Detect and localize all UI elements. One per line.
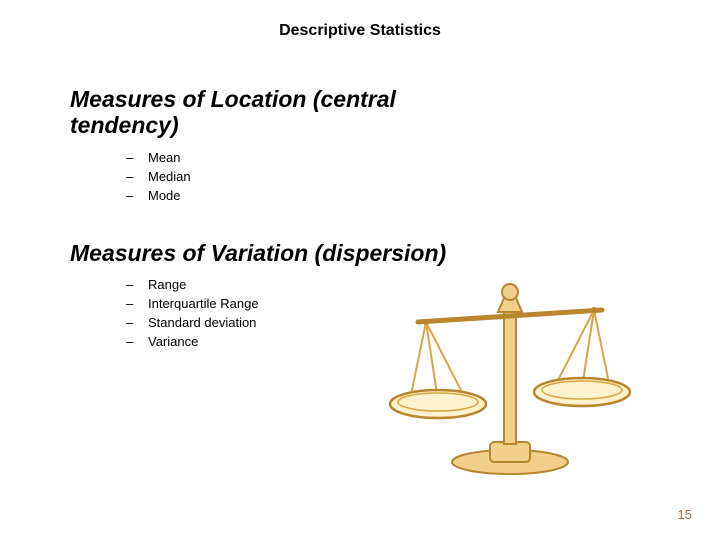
bullets-location: Mean Median Mode	[70, 149, 470, 206]
list-item: Mean	[126, 149, 470, 168]
slide: Descriptive Statistics Measures of Locat…	[0, 0, 720, 540]
list-item: Median	[126, 168, 470, 187]
heading-location-line1: Measures of Location (central	[70, 86, 396, 112]
list-item: Mode	[126, 187, 470, 206]
heading-location-line2: tendency)	[70, 112, 179, 138]
section-location: Measures of Location (central tendency) …	[70, 86, 470, 205]
slide-title: Descriptive Statistics	[0, 22, 720, 40]
page-number: 15	[678, 507, 692, 522]
balance-scale-icon	[380, 250, 640, 480]
heading-location: Measures of Location (central tendency)	[70, 86, 470, 139]
